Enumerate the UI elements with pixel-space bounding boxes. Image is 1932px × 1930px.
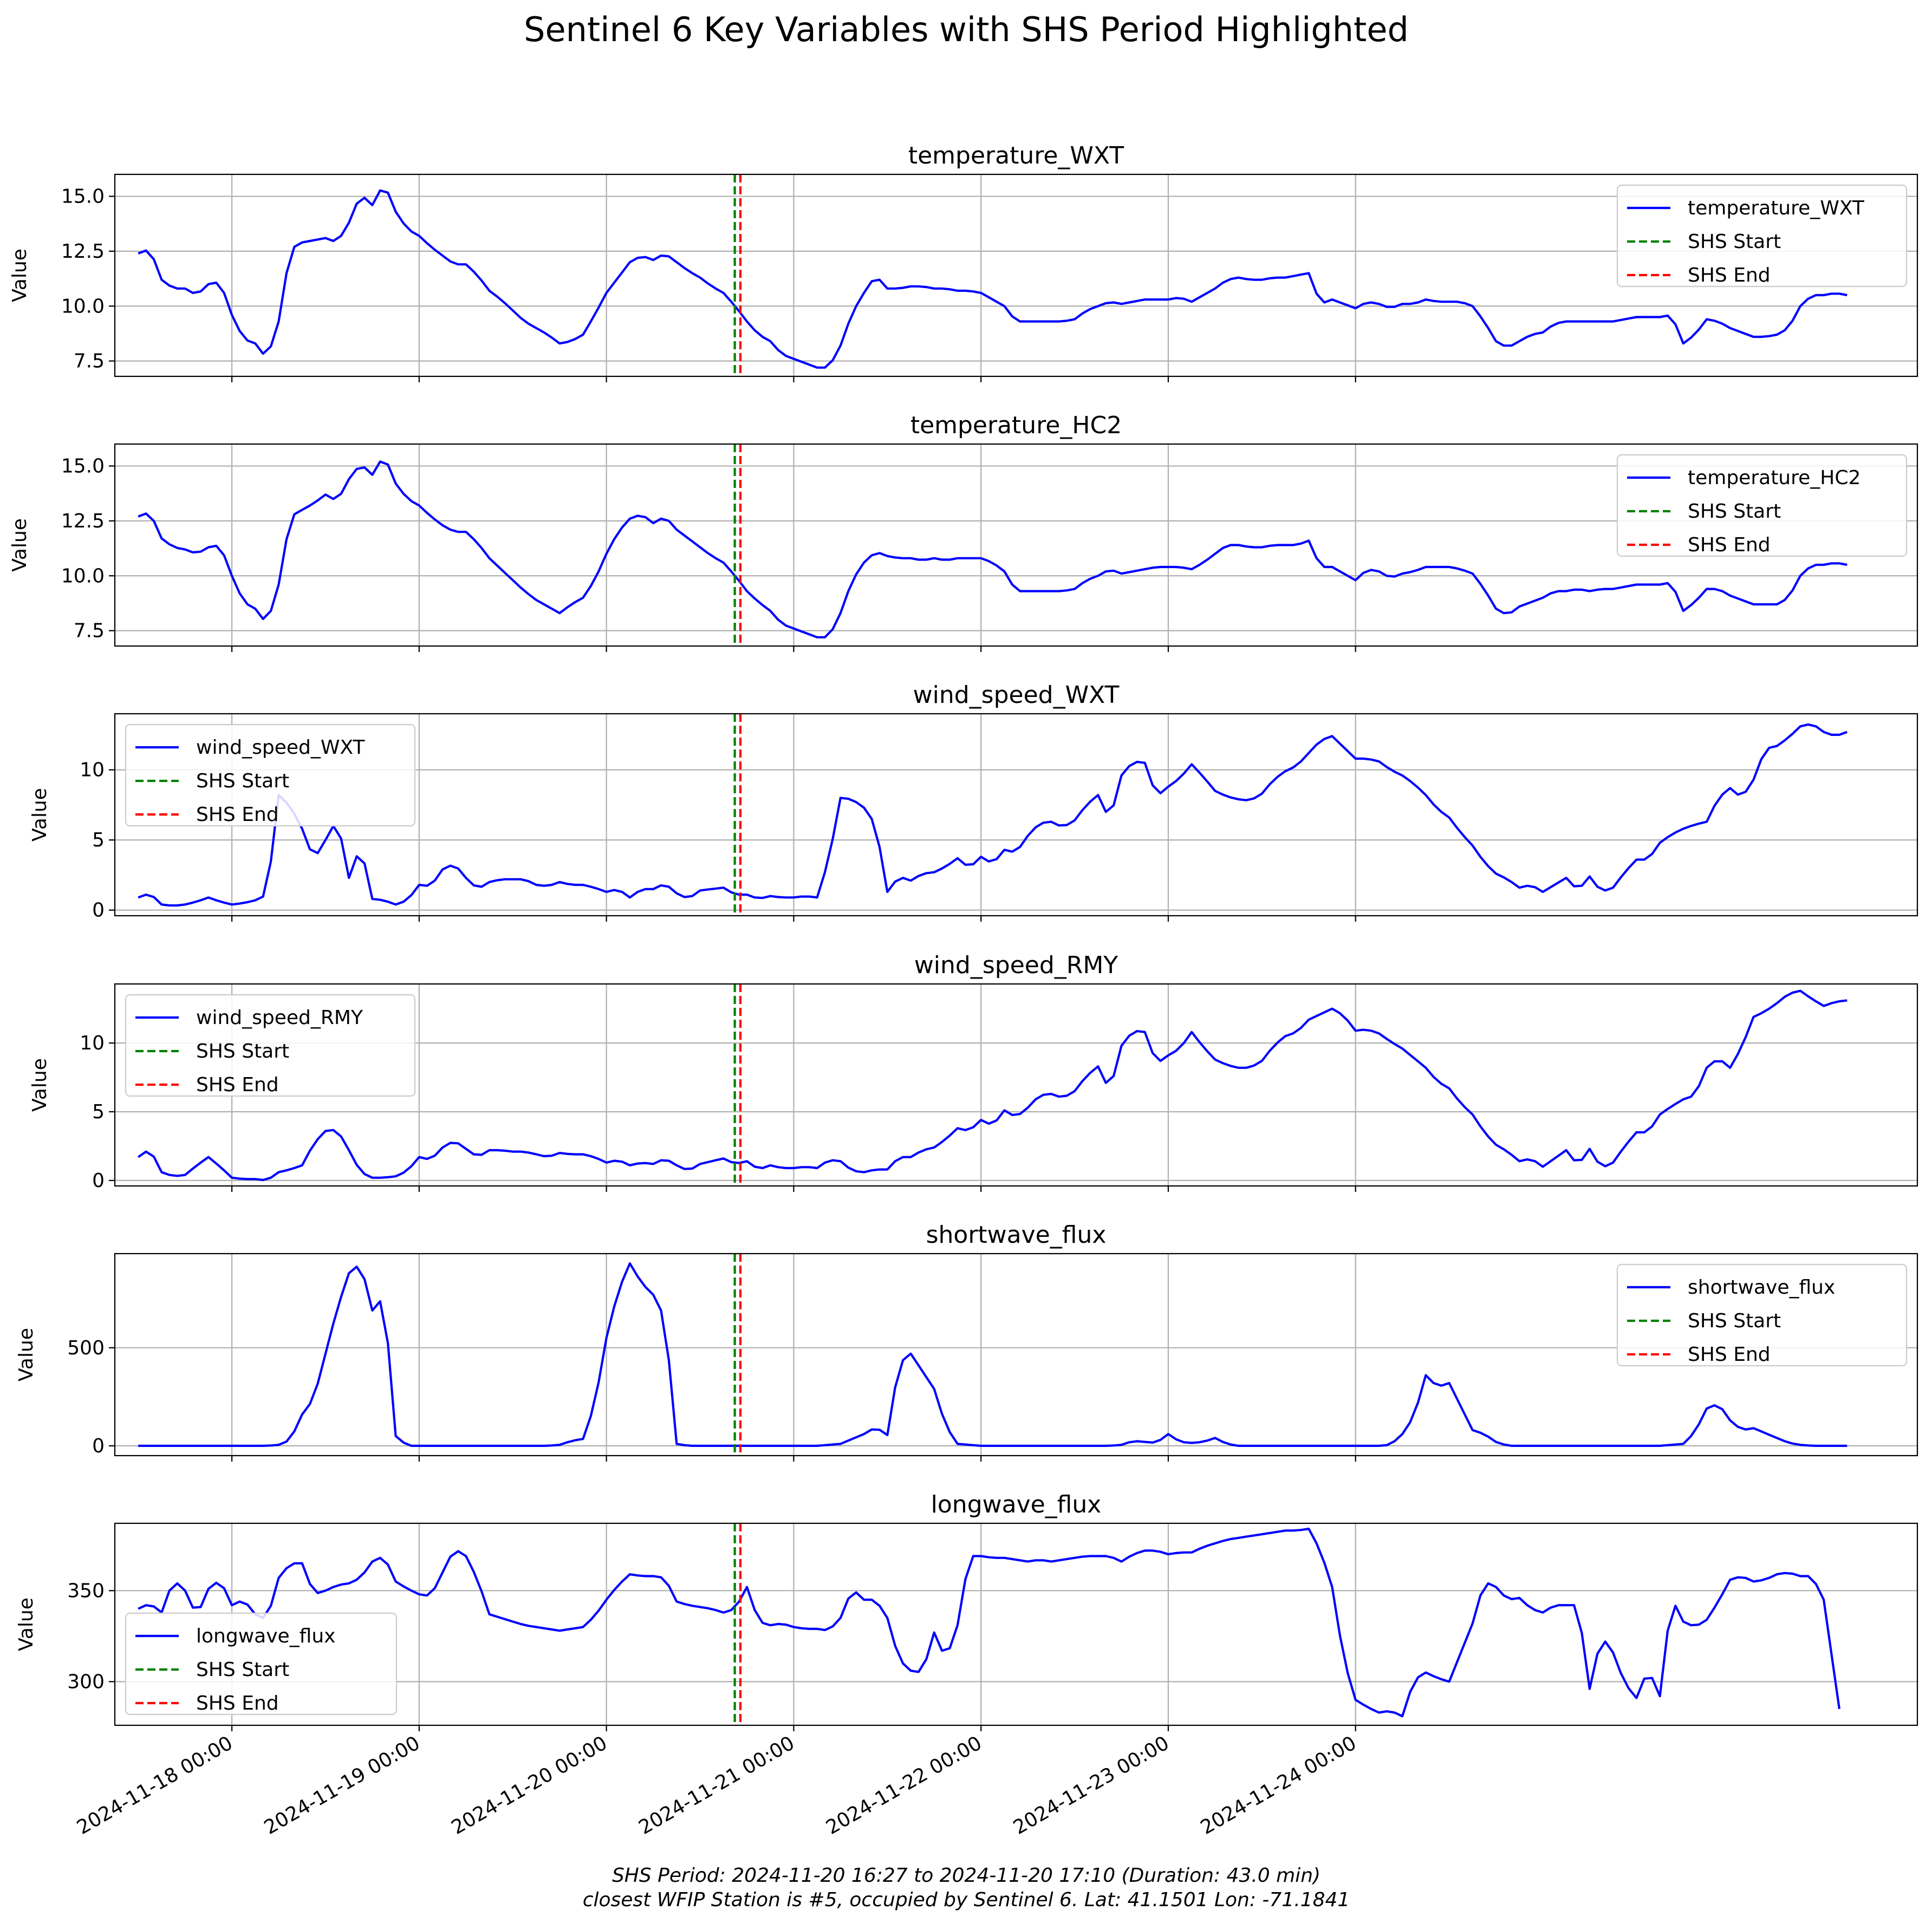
legend-series-label: wind_speed_WXT bbox=[196, 736, 365, 759]
series-line-temperature_HC2 bbox=[138, 460, 1848, 638]
x-tick-label-2: 2024-11-20 00:00 bbox=[448, 1732, 611, 1839]
panel-title: shortwave_flux bbox=[926, 1221, 1107, 1249]
y-tick-label-1: 5 bbox=[92, 1101, 105, 1123]
axes-frame bbox=[114, 443, 1918, 647]
figure-title: Sentinel 6 Key Variables with SHS Period… bbox=[524, 10, 1409, 49]
y-tick-label-0: 7.5 bbox=[74, 620, 105, 642]
panel-wind_speed_RMY: 0 5 10 wind_speed_RMY Value wind_speed_RMY SHS… bbox=[29, 951, 1918, 1192]
panel-title: longwave_flux bbox=[931, 1491, 1102, 1518]
y-axis-label: Value bbox=[9, 518, 31, 572]
legend-shs-start-label: SHS Start bbox=[196, 770, 289, 792]
y-axis-label: Value bbox=[15, 1328, 37, 1381]
axes-frame bbox=[114, 983, 1918, 1187]
panel-temperature_HC2: 7.5 10.0 12.5 15.0 temperature_HC2 Value tempe… bbox=[9, 412, 1918, 652]
y-tick-label-0: 0 bbox=[92, 899, 105, 922]
footer-line-1: SHS Period: 2024-11-20 16:27 to 2024-11-… bbox=[612, 1864, 1320, 1887]
y-tick-label-2: 10 bbox=[80, 1032, 105, 1054]
axes-frame bbox=[114, 713, 1918, 917]
legend-shs-end-label: SHS End bbox=[1688, 1344, 1771, 1366]
legend: longwave_flux SHS Start SHS End bbox=[125, 1612, 398, 1716]
legend: wind_speed_WXT SHS Start SHS End bbox=[125, 723, 416, 827]
y-axis-label: Value bbox=[29, 788, 51, 842]
legend-shs-start-label: SHS Start bbox=[196, 1659, 289, 1681]
panel-title: wind_speed_WXT bbox=[913, 681, 1120, 709]
legend-shs-start-label: SHS Start bbox=[1688, 1310, 1781, 1332]
legend-shs-end-label: SHS End bbox=[1688, 534, 1771, 556]
panels: 7.5 10.0 12.5 15.0 temperature_WXT Value tempe… bbox=[9, 142, 1918, 1731]
legend-box bbox=[1616, 454, 1908, 557]
y-tick-label-1: 10.0 bbox=[61, 565, 105, 587]
panel-wind_speed_WXT: 0 5 10 wind_speed_WXT Value wind_speed_WXT SHS… bbox=[29, 681, 1918, 922]
legend-shs-start-label: SHS Start bbox=[1688, 231, 1781, 253]
y-tick-label-3: 15.0 bbox=[61, 455, 105, 478]
y-tick-label-0: 0 bbox=[92, 1435, 105, 1457]
footer-line-2: closest WFIP Station is #5, occupied by … bbox=[583, 1889, 1350, 1911]
axes-frame bbox=[114, 1522, 1918, 1726]
series-line-longwave_flux bbox=[138, 1528, 1840, 1718]
legend-series-label: shortwave_flux bbox=[1688, 1276, 1835, 1299]
legend-box bbox=[125, 1612, 398, 1716]
y-axis-label: Value bbox=[9, 249, 31, 302]
legend-series-label: longwave_flux bbox=[196, 1625, 335, 1647]
legend-shs-start-label: SHS Start bbox=[196, 1040, 289, 1062]
panel-title: temperature_HC2 bbox=[910, 412, 1122, 439]
legend-shs-end-label: SHS End bbox=[1688, 264, 1771, 286]
series-line-temperature_WXT bbox=[138, 189, 1848, 369]
y-axis-label: Value bbox=[29, 1058, 51, 1112]
legend-series-label: temperature_HC2 bbox=[1688, 467, 1861, 489]
y-tick-label-2: 12.5 bbox=[61, 510, 105, 532]
x-tick-label-4: 2024-11-22 00:00 bbox=[822, 1732, 985, 1839]
panel-title: temperature_WXT bbox=[908, 142, 1124, 169]
y-tick-label-1: 10.0 bbox=[61, 295, 105, 317]
y-tick-label-2: 10 bbox=[80, 759, 105, 781]
series-line-wind_speed_WXT bbox=[138, 723, 1848, 907]
legend-shs-start-label: SHS Start bbox=[1688, 500, 1781, 523]
legend-box bbox=[1616, 184, 1908, 288]
legend-shs-end-label: SHS End bbox=[196, 1692, 279, 1714]
y-tick-label-0: 300 bbox=[67, 1671, 105, 1693]
y-tick-label-1: 500 bbox=[67, 1337, 105, 1359]
x-tick-label-3: 2024-11-21 00:00 bbox=[635, 1732, 798, 1839]
legend-shs-end-label: SHS End bbox=[196, 804, 279, 826]
y-tick-label-0: 0 bbox=[92, 1170, 105, 1192]
legend: temperature_HC2 SHS Start SHS End bbox=[1616, 454, 1908, 557]
legend-shs-end-label: SHS End bbox=[196, 1074, 279, 1096]
x-tick-label-0: 2024-11-18 00:00 bbox=[73, 1732, 236, 1839]
panel-shortwave_flux: 0 500 shortwave_flux Value shortwave_flux SHS… bbox=[15, 1221, 1918, 1462]
x-tick-label-6: 2024-11-24 00:00 bbox=[1197, 1732, 1360, 1839]
y-tick-label-3: 15.0 bbox=[61, 186, 105, 208]
legend: shortwave_flux SHS Start SHS End bbox=[1616, 1263, 1908, 1367]
series-line-shortwave_flux bbox=[138, 1262, 1848, 1447]
series-line-wind_speed_RMY bbox=[137, 989, 1848, 1182]
panel-temperature_WXT: 7.5 10.0 12.5 15.0 temperature_WXT Value tempe… bbox=[9, 142, 1918, 382]
panel-longwave_flux: 300 350 longwave_flux Value longwave_flux SHS… bbox=[15, 1491, 1918, 1731]
y-tick-label-2: 12.5 bbox=[61, 240, 105, 263]
legend-series-label: wind_speed_RMY bbox=[196, 1007, 363, 1029]
axes-frame bbox=[114, 173, 1918, 377]
legend: wind_speed_RMY SHS Start SHS End bbox=[125, 994, 416, 1097]
panel-title: wind_speed_RMY bbox=[914, 951, 1118, 979]
x-tick-label-5: 2024-11-23 00:00 bbox=[1010, 1732, 1173, 1839]
axes-frame bbox=[114, 1253, 1918, 1457]
legend-box bbox=[125, 994, 416, 1097]
y-tick-label-0: 7.5 bbox=[74, 350, 105, 373]
legend: temperature_WXT SHS Start SHS End bbox=[1616, 184, 1908, 288]
y-tick-label-1: 5 bbox=[92, 829, 105, 851]
y-tick-label-1: 350 bbox=[67, 1580, 105, 1602]
legend-box bbox=[125, 723, 416, 827]
legend-box bbox=[1616, 1263, 1908, 1367]
x-tick-label-1: 2024-11-19 00:00 bbox=[261, 1732, 424, 1839]
legend-series-label: temperature_WXT bbox=[1688, 197, 1865, 219]
y-axis-label: Value bbox=[15, 1598, 37, 1651]
x-axis: 2024-11-18 00:00 2024-11-19 00:00 2024-11-… bbox=[73, 1732, 1360, 1839]
